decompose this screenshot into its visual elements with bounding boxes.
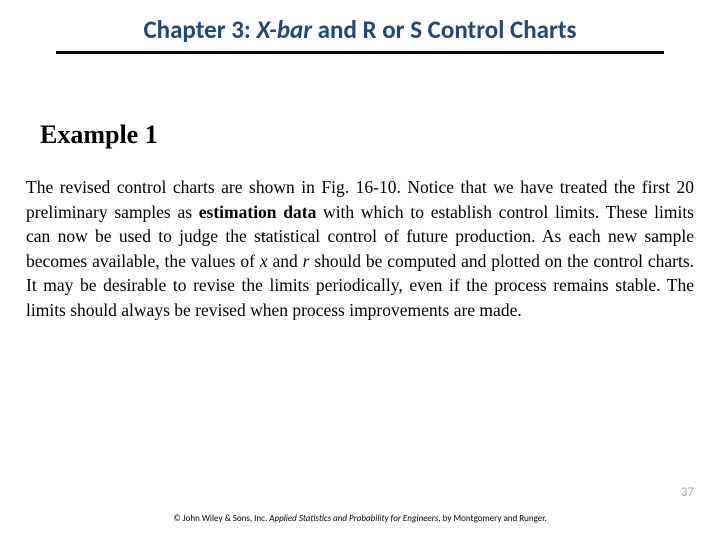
footer: © John Wiley & Sons, Inc. Applied Statis… [0, 513, 720, 524]
footer-suffix: , by Montgomery and Runger. [438, 513, 546, 524]
footer-book-title: Applied Statistics and Probability for E… [269, 513, 438, 524]
title-suffix: and R or S Control Charts [312, 14, 577, 45]
body-part3: and [268, 251, 303, 271]
title-block: Chapter 3: X-bar and R or S Control Char… [56, 14, 664, 54]
page-number: 37 [681, 485, 694, 500]
body-text: The revised control charts are shown in … [26, 175, 694, 322]
slide: Chapter 3: X-bar and R or S Control Char… [0, 0, 720, 540]
xbar-symbol: ‾x [260, 249, 268, 274]
example-heading: Example 1 [40, 120, 158, 150]
title-rule [56, 51, 664, 54]
chapter-title: Chapter 3: X-bar and R or S Control Char… [56, 14, 664, 45]
footer-prefix: © John Wiley & Sons, Inc. [173, 513, 269, 524]
body-estimation-bold: estimation data [199, 202, 317, 222]
xbar-letter: x [260, 251, 268, 271]
title-italic: X-bar [256, 14, 312, 45]
title-prefix: Chapter 3: [143, 14, 256, 45]
